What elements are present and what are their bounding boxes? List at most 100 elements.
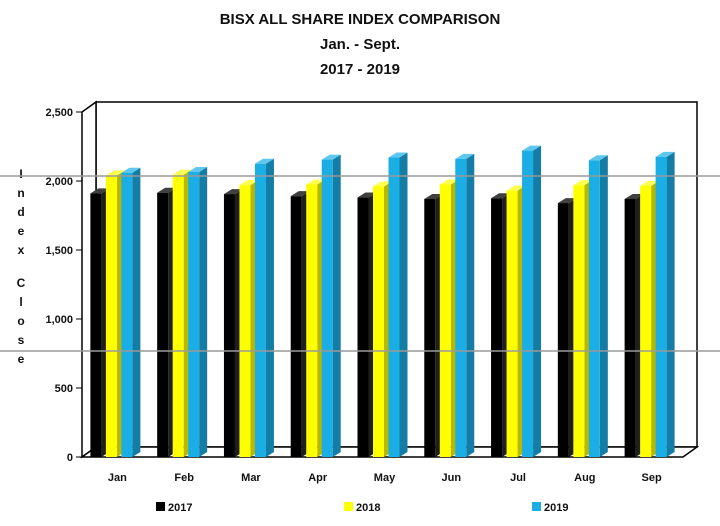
y-tick-label: 2,500 bbox=[45, 107, 73, 119]
bar-front bbox=[357, 197, 369, 457]
y-axis-label-char: I bbox=[19, 167, 22, 181]
bar-mar-2019 bbox=[254, 158, 274, 457]
y-tick-label: 1,000 bbox=[45, 314, 73, 326]
bar-top bbox=[357, 192, 377, 198]
y-axis-label-char: e bbox=[18, 352, 25, 366]
bar-may-2019 bbox=[388, 152, 408, 458]
bar-top bbox=[373, 181, 392, 187]
bar-top bbox=[388, 152, 408, 158]
bar-top bbox=[223, 189, 243, 195]
bar-feb-2019 bbox=[188, 167, 208, 457]
x-tick-label: May bbox=[374, 472, 396, 484]
bar-top bbox=[439, 179, 459, 185]
bar-top bbox=[90, 188, 110, 194]
y-tick-label: 500 bbox=[55, 383, 73, 395]
bar-front bbox=[172, 174, 184, 458]
bar-front bbox=[655, 156, 667, 457]
bar-side bbox=[666, 151, 675, 457]
y-axis-label-char: o bbox=[17, 314, 24, 328]
y-tick-label: 1,500 bbox=[45, 245, 73, 257]
bar-top bbox=[588, 155, 608, 161]
bar-top bbox=[306, 179, 326, 185]
x-tick-label: Sep bbox=[642, 472, 662, 484]
bar-top bbox=[455, 153, 475, 159]
chart-title-line-1: BISX ALL SHARE INDEX COMPARISON bbox=[219, 11, 501, 28]
bar-front bbox=[388, 157, 400, 458]
bar-top bbox=[290, 191, 310, 197]
y-axis-label-char: C bbox=[17, 276, 26, 290]
y-tick-label: 0 bbox=[67, 452, 73, 464]
chart-title-line-2: Jan. - Sept. bbox=[319, 36, 401, 53]
bar-front bbox=[439, 184, 451, 457]
bar-top bbox=[424, 193, 444, 199]
bar-front bbox=[290, 196, 302, 457]
bar-side bbox=[533, 145, 542, 457]
y-axis-label-char: x bbox=[18, 243, 25, 257]
y-tick-label: 2,000 bbox=[45, 176, 73, 188]
legend-item-2018: 2018 bbox=[344, 502, 380, 514]
bar-front bbox=[306, 184, 318, 457]
x-tick-label: Apr bbox=[308, 472, 328, 484]
bar-top bbox=[573, 180, 593, 186]
legend-item-2019: 2019 bbox=[532, 502, 568, 514]
x-tick-label: Jun bbox=[441, 472, 461, 484]
bar-front bbox=[455, 158, 467, 458]
legend-label: 2018 bbox=[356, 502, 380, 514]
bar-front bbox=[491, 198, 503, 457]
x-axis-ticks: Jan Feb Mar Apr May Jun Jul Aug Sep bbox=[108, 472, 662, 484]
bar-front bbox=[157, 192, 169, 458]
legend: 2017 2018 2019 bbox=[156, 502, 568, 514]
bar-top bbox=[321, 154, 341, 160]
x-tick-label: Feb bbox=[174, 472, 194, 484]
legend-item-2017: 2017 bbox=[156, 502, 192, 514]
y-axis-label-char: e bbox=[18, 224, 25, 238]
bar-top bbox=[557, 198, 577, 204]
chart-title-line-3: 2017 - 2019 bbox=[319, 61, 401, 78]
bar-side bbox=[265, 158, 274, 457]
bar-front bbox=[640, 185, 652, 457]
y-axis-label-char: d bbox=[17, 205, 24, 219]
x-tick-label: Aug bbox=[574, 472, 595, 484]
x-tick-label: Jan bbox=[108, 472, 127, 484]
bar-front bbox=[105, 175, 117, 458]
x-tick-label: Mar bbox=[241, 472, 261, 484]
bar-front bbox=[573, 185, 585, 457]
bar-front bbox=[506, 190, 518, 457]
bar-side bbox=[199, 167, 208, 457]
bar-side bbox=[332, 154, 341, 458]
bar-top bbox=[121, 167, 141, 173]
bar-apr-2019 bbox=[321, 154, 341, 458]
bar-top bbox=[522, 145, 542, 151]
bar-front bbox=[121, 172, 133, 457]
bar-front bbox=[424, 198, 436, 457]
bar-top bbox=[105, 170, 125, 176]
bar-front bbox=[321, 159, 333, 458]
bar-aug-2019 bbox=[588, 155, 608, 458]
bar-side bbox=[399, 152, 408, 458]
bar-front bbox=[624, 198, 636, 457]
bar-front bbox=[373, 186, 384, 457]
bar-top bbox=[172, 169, 192, 175]
bar-side bbox=[132, 167, 141, 457]
bar-top bbox=[239, 180, 259, 186]
x-tick-label: Jul bbox=[510, 472, 526, 484]
bar-front bbox=[557, 203, 569, 457]
bars bbox=[90, 145, 675, 458]
bar-top bbox=[254, 158, 274, 164]
bar-front bbox=[239, 185, 251, 457]
bar-jul-2019 bbox=[522, 145, 542, 457]
bar-top bbox=[655, 151, 675, 157]
bar-front bbox=[522, 150, 534, 457]
bar-top bbox=[624, 193, 644, 199]
bar-front bbox=[588, 160, 600, 458]
y-axis-ticks: 0 500 1,000 1,500 2,000 2,500 bbox=[45, 107, 82, 464]
overlay-lines bbox=[0, 175, 720, 352]
bar-sep-2019 bbox=[655, 151, 675, 457]
bar-top bbox=[640, 180, 660, 186]
legend-label: 2019 bbox=[544, 502, 568, 514]
bar-front bbox=[90, 193, 102, 458]
legend-swatch bbox=[532, 502, 541, 511]
bar-front bbox=[254, 163, 266, 457]
